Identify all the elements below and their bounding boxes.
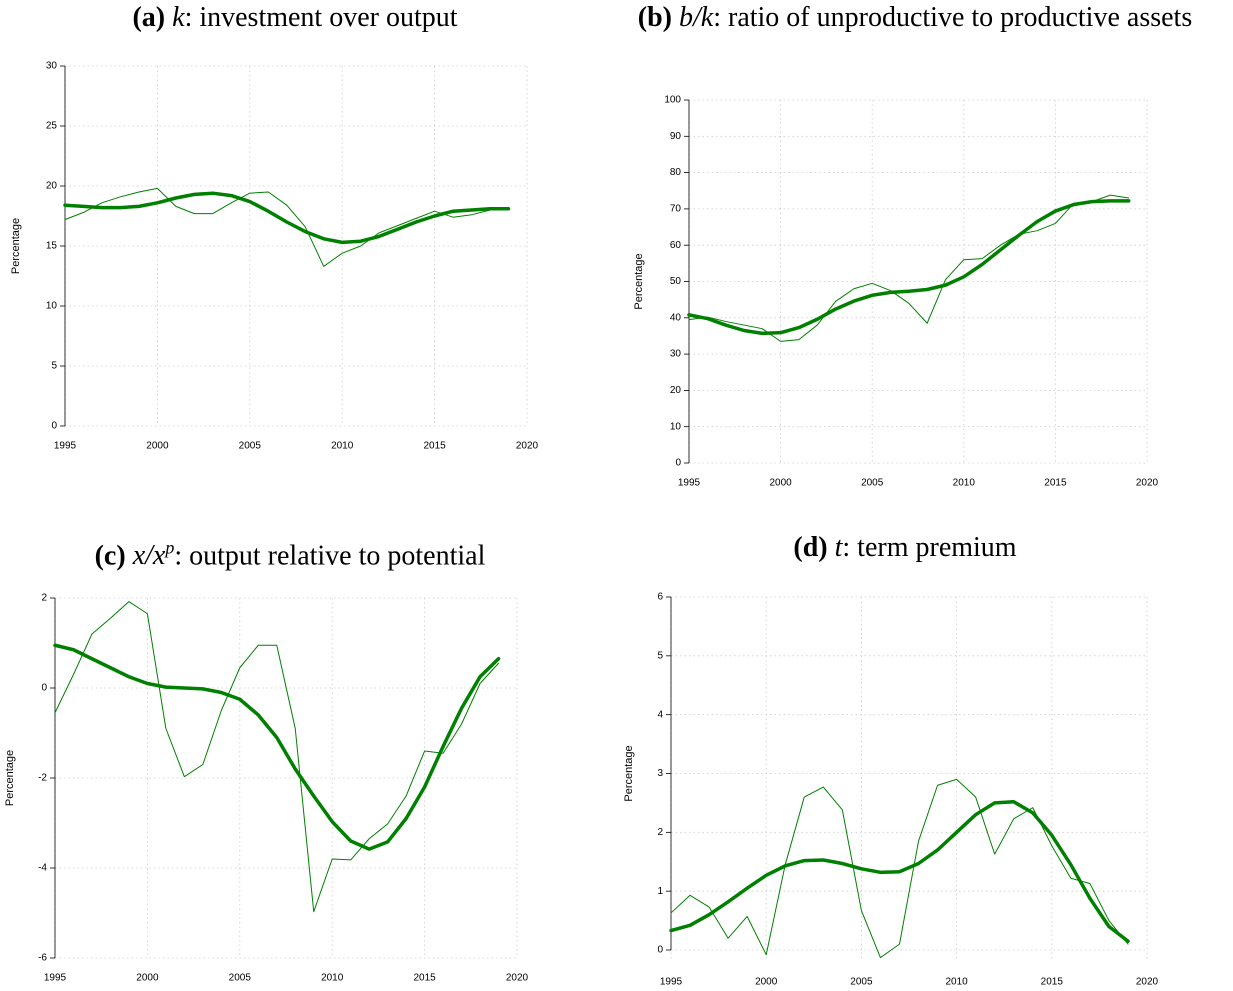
y-tick-label: 0 xyxy=(51,421,57,432)
series-line xyxy=(688,194,1130,342)
series-line xyxy=(670,778,1129,959)
x-tick-label: 1995 xyxy=(44,973,67,984)
x-tick-label: 2020 xyxy=(1136,478,1159,489)
x-tick-label: 1995 xyxy=(678,478,701,489)
x-tick-label: 2015 xyxy=(413,973,436,984)
series-line xyxy=(669,799,1130,943)
x-tick-label: 2010 xyxy=(945,976,968,987)
y-tick-label: 90 xyxy=(670,131,682,142)
y-tick-label: 10 xyxy=(46,301,58,312)
y-tick-label: 25 xyxy=(46,121,58,132)
y-tick-label: 20 xyxy=(46,181,58,192)
superscript: p xyxy=(165,538,175,558)
variable: t xyxy=(834,532,843,563)
x-tick-label: 2010 xyxy=(953,478,976,489)
y-tick-label: 2 xyxy=(657,827,663,838)
y-tick-label: 5 xyxy=(51,361,57,372)
y-tick-label: 2 xyxy=(41,593,47,604)
y-tick-label: 10 xyxy=(670,421,682,432)
y-tick-label: 30 xyxy=(670,349,682,360)
x-tick-label: 1995 xyxy=(54,441,77,452)
x-tick-label: 2020 xyxy=(506,973,529,984)
title-text: : term premium xyxy=(842,532,1017,563)
x-tick-label: 2015 xyxy=(1044,478,1067,489)
y-tick-label: 0 xyxy=(675,458,681,469)
y-tick-label: 6 xyxy=(657,592,663,603)
series-line xyxy=(687,199,1131,336)
x-tick-label: 2010 xyxy=(321,973,344,984)
series-line xyxy=(53,643,501,851)
variable: x/xp xyxy=(132,538,175,572)
x-tick-label: 2005 xyxy=(850,976,873,987)
x-tick-label: 2000 xyxy=(755,976,778,987)
x-tick-label: 2015 xyxy=(1041,976,1064,987)
panel-label: (a) xyxy=(132,2,166,33)
y-tick-label: 70 xyxy=(670,204,682,215)
title-text: : ratio of unproductive to productive as… xyxy=(713,2,1193,33)
y-tick-label: 20 xyxy=(670,385,682,396)
y-axis-label: Percentage xyxy=(623,745,635,801)
y-axis-label: Percentage xyxy=(633,253,645,309)
y-tick-label: 1 xyxy=(657,886,663,897)
x-tick-label: 2005 xyxy=(229,973,252,984)
x-tick-label: 2000 xyxy=(769,478,792,489)
chart-title: (c) x/xp: output relative to potential xyxy=(10,531,570,573)
y-tick-label: 100 xyxy=(664,95,681,106)
y-tick-label: 0 xyxy=(41,683,47,694)
panel-label: (c) xyxy=(94,540,126,572)
series-line xyxy=(64,187,510,267)
y-tick-label: 80 xyxy=(670,167,682,178)
x-tick-label: 2015 xyxy=(423,441,446,452)
x-tick-label: 2020 xyxy=(516,441,539,452)
y-tick-label: -4 xyxy=(38,863,47,874)
x-tick-label: 2005 xyxy=(861,478,884,489)
chart-title: (b) b/k: ratio of unproductive to produc… xyxy=(600,1,1230,35)
variable: k xyxy=(172,2,185,33)
x-tick-label: 2010 xyxy=(331,441,354,452)
y-tick-label: -6 xyxy=(38,953,47,964)
title-text: : output relative to potential xyxy=(174,540,486,572)
y-tick-label: 50 xyxy=(670,276,682,287)
panel-label: (d) xyxy=(793,532,828,563)
y-tick-label: 15 xyxy=(46,241,58,252)
y-tick-label: 30 xyxy=(46,61,58,72)
x-tick-label: 2005 xyxy=(239,441,262,452)
variable: b/k xyxy=(679,2,714,33)
chart-title: (a) k: investment over output xyxy=(20,1,570,35)
y-axis-label: Percentage xyxy=(10,218,22,274)
series-line xyxy=(54,601,500,913)
y-tick-label: 4 xyxy=(657,709,663,720)
x-tick-label: 2000 xyxy=(146,441,169,452)
y-tick-label: 3 xyxy=(657,768,663,779)
title-text: : investment over output xyxy=(184,2,458,33)
x-tick-label: 1995 xyxy=(660,976,683,987)
y-tick-label: 40 xyxy=(670,312,682,323)
y-tick-label: -2 xyxy=(38,773,47,784)
y-tick-label: 60 xyxy=(670,240,682,251)
series-line xyxy=(63,191,511,245)
y-axis-label: Percentage xyxy=(4,750,16,806)
x-tick-label: 2000 xyxy=(136,973,159,984)
y-tick-label: 0 xyxy=(657,945,663,956)
panel-label: (b) xyxy=(637,2,672,33)
y-tick-label: 5 xyxy=(657,650,663,661)
x-tick-label: 2020 xyxy=(1136,976,1159,987)
chart-title: (d) t: term premium xyxy=(640,531,1170,565)
